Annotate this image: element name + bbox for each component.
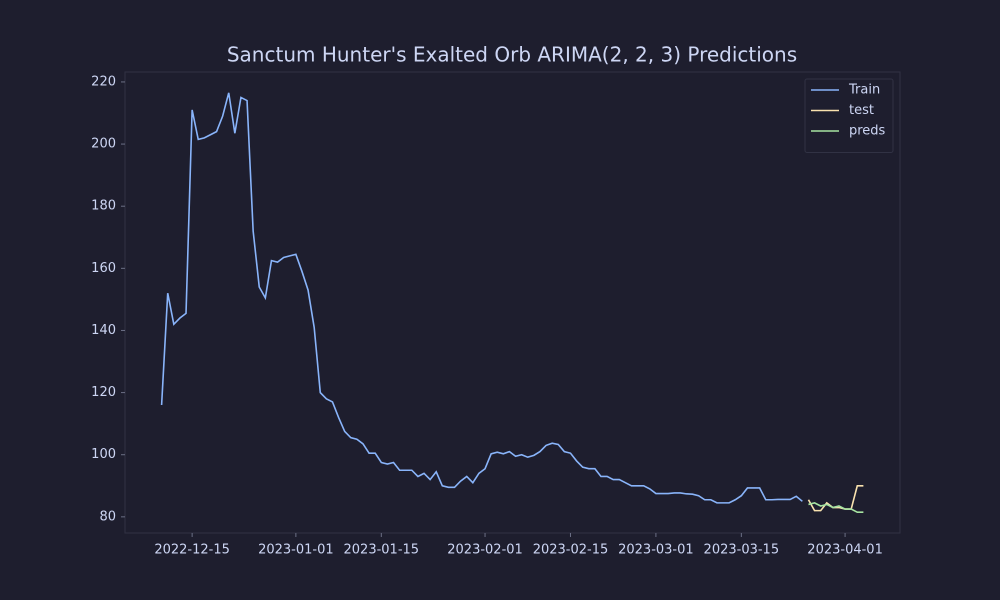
y-tick-label: 100 [91,447,116,462]
x-tick-label: 2023-02-15 [533,543,609,558]
x-tick-label: 2023-01-15 [344,543,420,558]
y-tick-label: 160 [91,261,116,276]
legend-label: preds [849,124,886,139]
y-tick-label: 120 [91,385,116,400]
series-line [160,92,803,504]
chart-title: Sanctum Hunter's Exalted Orb ARIMA(2, 2,… [227,43,797,67]
legend-label: Train [848,83,880,98]
legend-box [804,78,894,153]
y-tick-label: 220 [91,74,116,89]
series-line [808,502,864,513]
y-tick-label: 200 [91,137,116,152]
x-tick-label: 2023-04-01 [807,543,883,558]
y-tick-label: 80 [99,509,116,524]
y-tick-label: 180 [91,199,116,214]
legend-label: test [849,103,874,118]
x-tick-label: 2023-03-15 [704,543,780,558]
x-tick-label: 2023-01-01 [258,543,334,558]
x-tick-label: 2023-03-01 [618,543,694,558]
x-tick-label: 2022-12-15 [154,543,230,558]
plot-area [124,71,901,534]
x-tick-label: 2023-02-01 [447,543,523,558]
y-tick-label: 140 [91,323,116,338]
